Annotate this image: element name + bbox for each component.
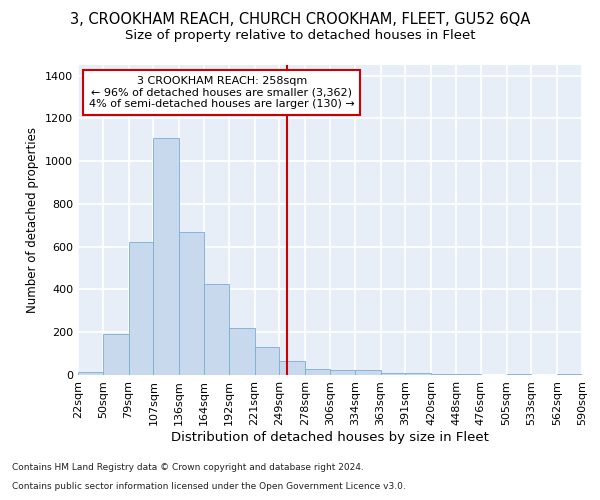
Bar (280, 361, 305, 375)
X-axis label: Distribution of detached houses by size in Fleet: Distribution of detached houses by size … (171, 430, 489, 444)
Bar (229, 328, 254, 375)
Bar (154, 138, 179, 375)
Text: Contains HM Land Registry data © Crown copyright and database right 2024.: Contains HM Land Registry data © Crown c… (12, 464, 364, 472)
Bar (431, 374, 456, 375)
Bar (78, 372, 103, 375)
Bar (557, 374, 582, 375)
Text: Size of property relative to detached houses in Fleet: Size of property relative to detached ho… (125, 29, 475, 42)
Bar (128, 242, 154, 375)
Text: Contains public sector information licensed under the Open Government Licence v3: Contains public sector information licen… (12, 482, 406, 491)
Text: 3, CROOKHAM REACH, CHURCH CROOKHAM, FLEET, GU52 6QA: 3, CROOKHAM REACH, CHURCH CROOKHAM, FLEE… (70, 12, 530, 28)
Bar (506, 374, 532, 375)
Bar (355, 370, 380, 375)
Bar (305, 368, 330, 375)
Bar (204, 284, 229, 375)
Bar (179, 232, 204, 375)
Bar (380, 373, 406, 375)
Bar (103, 334, 128, 375)
Bar (330, 370, 355, 375)
Text: 3 CROOKHAM REACH: 258sqm
← 96% of detached houses are smaller (3,362)
4% of semi: 3 CROOKHAM REACH: 258sqm ← 96% of detach… (89, 76, 355, 109)
Bar (456, 374, 481, 375)
Y-axis label: Number of detached properties: Number of detached properties (26, 127, 40, 313)
Bar (254, 347, 280, 375)
Bar (406, 373, 431, 375)
